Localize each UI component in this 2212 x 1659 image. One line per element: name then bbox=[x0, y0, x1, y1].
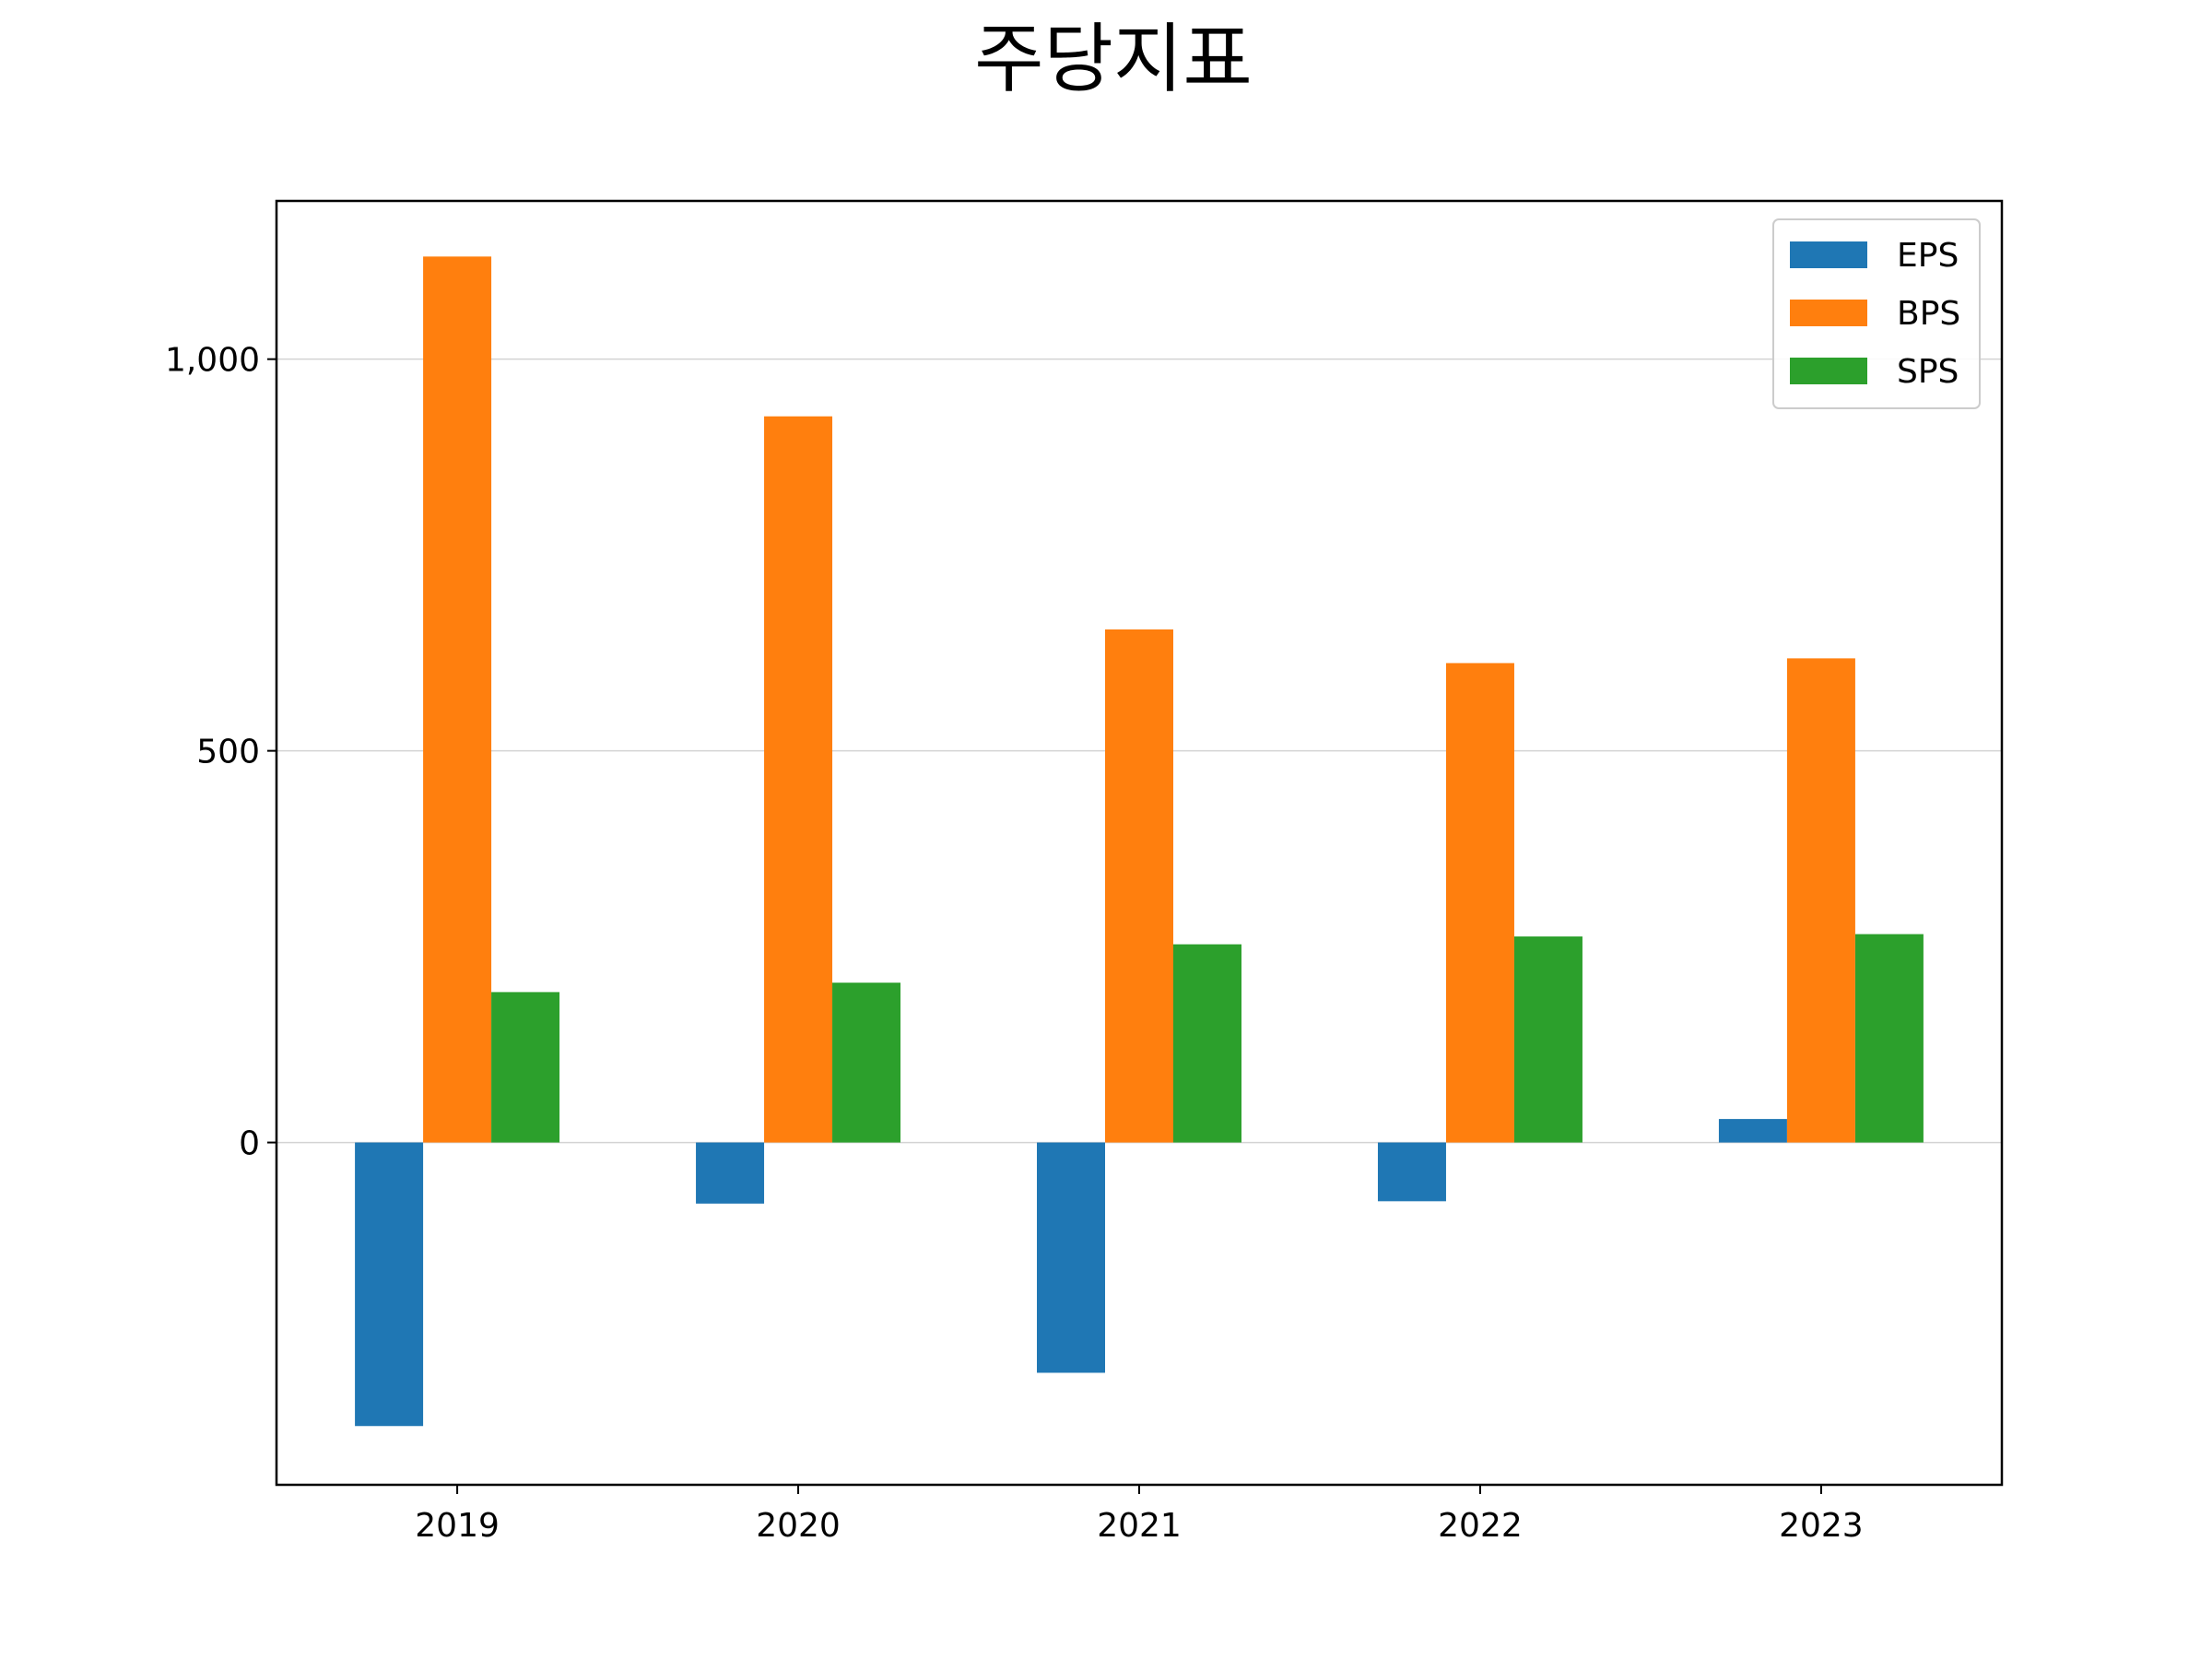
y-tick-label: 500 bbox=[196, 734, 260, 771]
bar-eps-2023 bbox=[1718, 1119, 1787, 1143]
x-tick-label: 2019 bbox=[415, 1507, 500, 1545]
bar-eps-2021 bbox=[1037, 1142, 1106, 1373]
bar-sps-2022 bbox=[1513, 936, 1583, 1143]
bar-eps-2022 bbox=[1377, 1142, 1446, 1202]
legend-label-eps: EPS bbox=[1897, 237, 1959, 275]
bar-eps-2019 bbox=[355, 1142, 424, 1427]
bar-sps-2020 bbox=[832, 982, 901, 1143]
bar-bps-2023 bbox=[1786, 658, 1855, 1143]
legend-swatch-bps bbox=[1790, 300, 1867, 326]
bar-bps-2021 bbox=[1105, 629, 1173, 1143]
y-tick-label: 0 bbox=[239, 1125, 260, 1163]
bar-bps-2019 bbox=[423, 256, 492, 1143]
bar-sps-2021 bbox=[1172, 944, 1241, 1143]
chart-title: 주당지표 bbox=[974, 16, 1253, 103]
legend-swatch-eps bbox=[1790, 241, 1867, 268]
bars bbox=[355, 256, 1924, 1427]
x-tick-label: 2020 bbox=[756, 1507, 841, 1545]
bar-eps-2020 bbox=[696, 1142, 765, 1204]
legend-label-bps: BPS bbox=[1897, 295, 1960, 333]
axis-ticks: 0 500 1,000 2019 2020 2021 2022 2023 bbox=[165, 342, 1864, 1545]
y-tick-label: 1,000 bbox=[165, 342, 260, 380]
legend-label-sps: SPS bbox=[1897, 353, 1959, 391]
bar-sps-2023 bbox=[1854, 934, 1924, 1143]
bar-bps-2022 bbox=[1445, 663, 1514, 1143]
x-tick-label: 2023 bbox=[1779, 1507, 1864, 1545]
bar-bps-2020 bbox=[764, 416, 833, 1143]
legend-swatch-sps bbox=[1790, 358, 1867, 384]
x-tick-label: 2022 bbox=[1438, 1507, 1523, 1545]
legend: EPS BPS SPS bbox=[1772, 218, 1981, 409]
bar-sps-2019 bbox=[491, 992, 560, 1143]
x-tick-label: 2021 bbox=[1097, 1507, 1182, 1545]
